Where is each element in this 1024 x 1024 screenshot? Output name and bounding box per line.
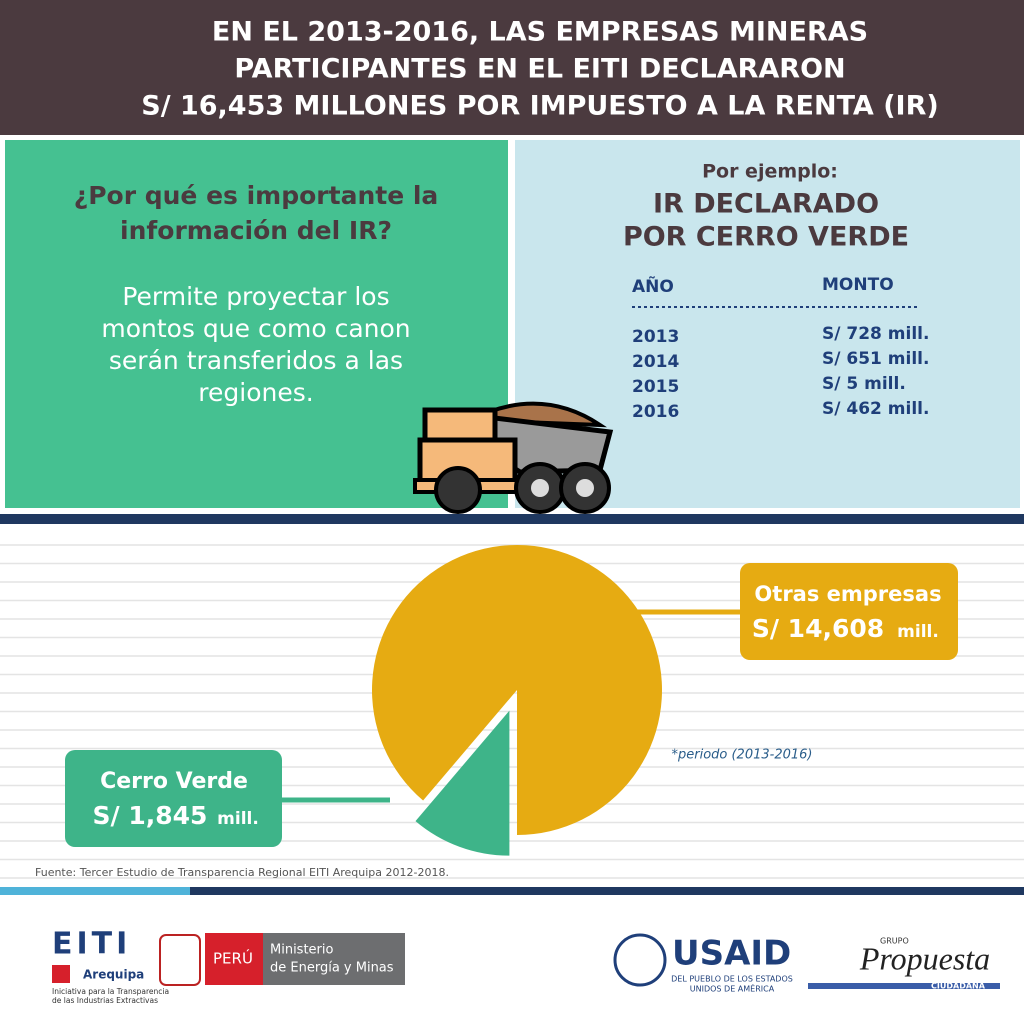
pie-slice	[371, 545, 662, 835]
propuesta-bar	[808, 983, 1000, 989]
panel-title: IR DECLARADO	[653, 189, 879, 220]
table-cell: 2015	[632, 377, 679, 397]
table-cell: 2014	[632, 352, 679, 372]
truck-icon	[413, 401, 614, 514]
title-line: EN EL 2013-2016, LAS EMPRESAS MINERAS	[212, 17, 868, 48]
usaid-caption: UNIDOS DE AMÉRICA	[690, 983, 775, 994]
value-label: S/ 1,845	[93, 801, 208, 830]
body-line: serán transferidos a las	[109, 346, 403, 375]
table-cell: S/ 5 mill.	[822, 374, 906, 394]
note: *periodo (2013-2016)	[671, 748, 812, 763]
table-cell: 2016	[632, 402, 679, 422]
eiti-caption: de las Industrias Extractivas	[52, 996, 158, 1005]
unit-label: mill.	[897, 622, 939, 642]
body-line: regiones.	[198, 378, 313, 407]
usaid-logo: USAID	[672, 934, 791, 974]
label-box	[740, 563, 958, 660]
eiti-caption: Iniciativa para la Transparencia	[52, 987, 169, 996]
table-header: AÑO	[632, 274, 674, 297]
panel-title: POR CERRO VERDE	[623, 222, 909, 253]
question-line: información del IR?	[120, 216, 392, 245]
eiti-region: Arequipa	[83, 968, 144, 982]
title-line: S/ 16,453 MILLONES POR IMPUESTO A LA REN…	[141, 91, 938, 122]
legend-label: Cerro Verde	[100, 769, 248, 794]
body-line: Permite proyectar los	[122, 282, 389, 311]
title-line: PARTICIPANTES EN EL EITI DECLARARON	[234, 54, 845, 85]
table-cell: S/ 651 mill.	[822, 349, 929, 369]
usaid-caption: DEL PUEBLO DE LOS ESTADOS	[671, 975, 793, 984]
divider-bar	[0, 514, 1024, 524]
value-label: S/ 14,608	[752, 614, 884, 643]
table-header: MONTO	[822, 275, 894, 295]
eiti-logo: EITI	[52, 927, 131, 962]
eiti-flag	[52, 965, 70, 983]
table-cell: S/ 728 mill.	[822, 324, 929, 344]
legend-label: Otras empresas	[754, 582, 941, 606]
source: Fuente: Tercer Estudio de Transparencia …	[35, 866, 449, 879]
peru-shield	[159, 934, 201, 986]
ciudadana-label: CIUDADANA	[931, 982, 986, 991]
usaid-seal	[613, 933, 667, 987]
peru-label: PERÚ	[213, 949, 253, 968]
unit-label: mill.	[217, 809, 259, 829]
table-cell: 2013	[632, 327, 679, 347]
ministry-label: Ministerio	[270, 943, 334, 958]
ministry-label: de Energía y Minas	[270, 961, 394, 976]
bottom-bar	[0, 887, 1024, 895]
question-line: ¿Por qué es importante la	[74, 181, 439, 210]
label-box	[65, 750, 282, 847]
table-cell: S/ 462 mill.	[822, 399, 929, 419]
header-band	[0, 0, 1024, 135]
pie-slice	[415, 710, 510, 856]
bottom-bar-accent	[0, 887, 190, 895]
grupo-label: GRUPO	[880, 937, 909, 946]
propuesta-logo: Propuesta	[859, 940, 990, 976]
body-line: montos que como canon	[101, 314, 410, 343]
intro: Por ejemplo:	[702, 161, 838, 183]
peru-box	[205, 933, 263, 985]
